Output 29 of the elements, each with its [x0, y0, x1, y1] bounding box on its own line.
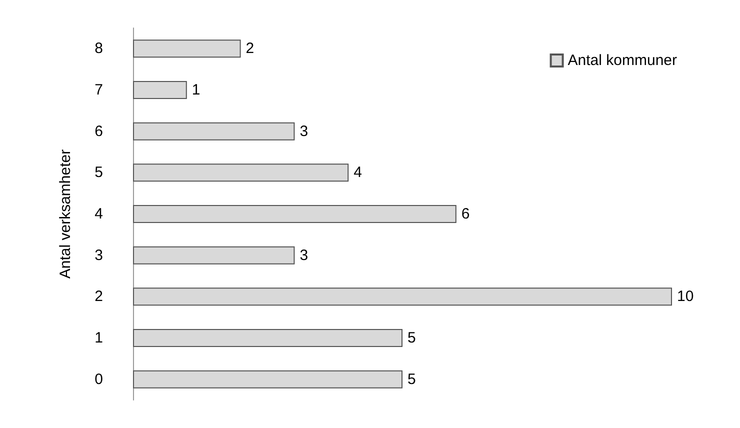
data-label: 3 [300, 246, 308, 264]
y-axis-title: Antal verksamheter [57, 149, 74, 279]
y-tick-label: 3 [94, 246, 103, 264]
y-tick-label: 8 [94, 40, 103, 58]
bar [133, 370, 402, 388]
data-label: 3 [300, 122, 308, 140]
y-tick-label: 7 [94, 82, 103, 98]
bar [133, 246, 295, 264]
y-tick-label: 4 [94, 206, 103, 222]
y-tick-label: 0 [94, 370, 103, 388]
data-label: 5 [408, 370, 416, 388]
bar [133, 164, 349, 182]
data-label: 2 [246, 40, 254, 58]
bar [133, 81, 187, 99]
bar [133, 40, 241, 58]
y-tick-label: 1 [94, 330, 103, 346]
legend-label: Antal kommuner [568, 52, 678, 69]
data-label: 5 [408, 330, 416, 346]
bar [133, 329, 402, 347]
bar [133, 205, 456, 223]
data-label: 6 [461, 206, 470, 222]
data-label: 4 [354, 164, 362, 182]
y-tick-label: 6 [94, 122, 103, 140]
bar [133, 122, 295, 140]
y-tick-label: 2 [94, 288, 103, 306]
y-tick-label: 5 [94, 164, 103, 182]
data-label: 10 [677, 288, 694, 306]
data-label: 1 [192, 82, 200, 98]
bar [133, 288, 672, 306]
